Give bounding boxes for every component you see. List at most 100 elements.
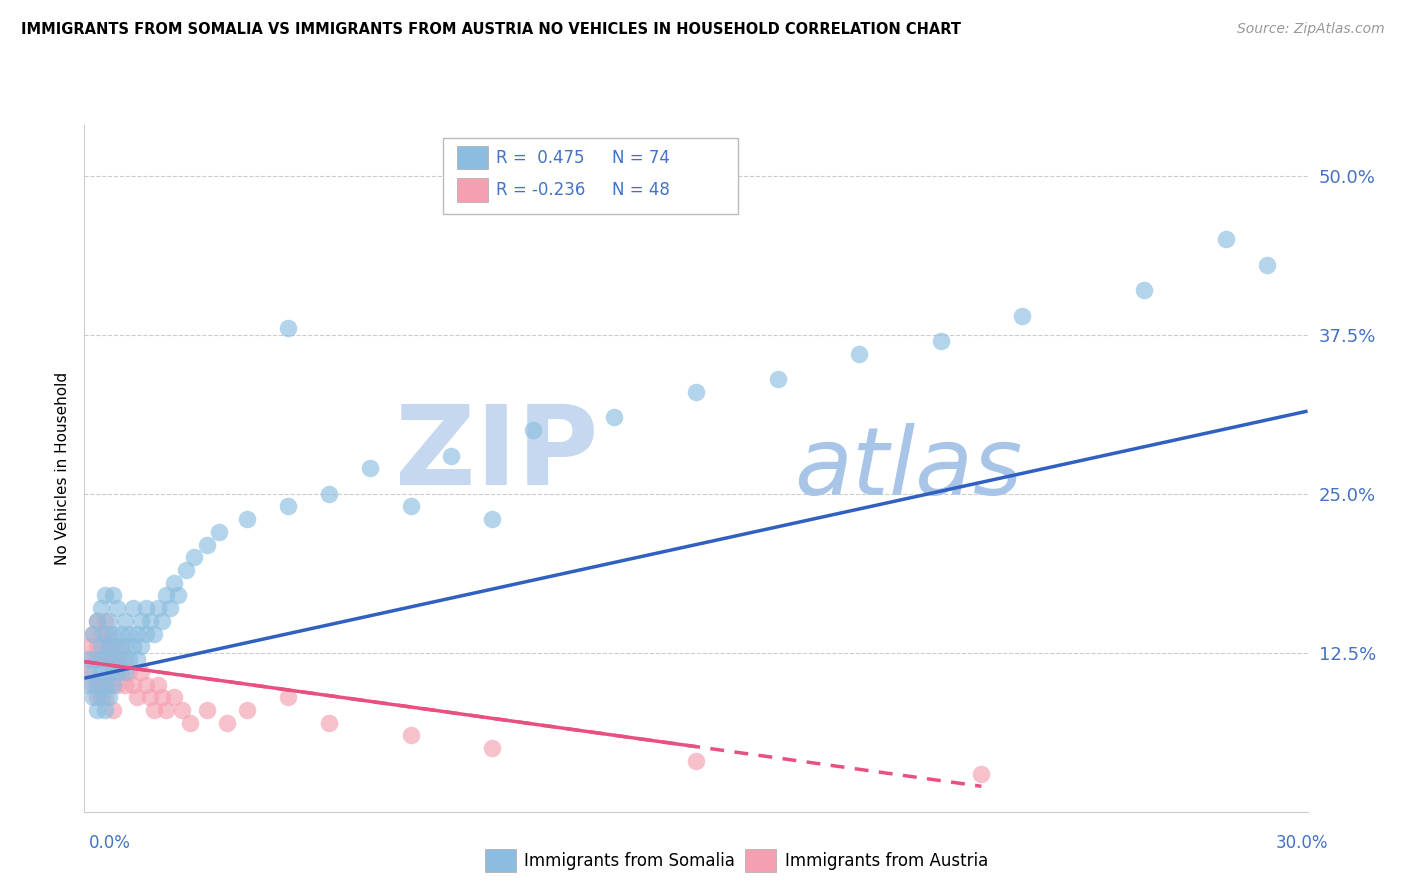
Text: 0.0%: 0.0% [89,834,131,852]
Point [236,703,259,717]
Point [86,614,108,628]
Point [146,677,169,691]
Point [105,652,128,666]
Point [86,703,108,717]
Point [110,640,132,654]
Point [131,614,153,628]
Point [970,766,993,780]
Point [93,614,115,628]
Point [481,512,503,526]
Point [277,690,299,705]
Point [155,589,177,603]
Text: atlas: atlas [794,423,1022,514]
Point [122,601,145,615]
Point [167,589,190,603]
Point [97,640,120,654]
Point [155,703,177,717]
Point [127,652,149,666]
Point [90,626,112,640]
Point [318,487,340,501]
Point [93,703,115,717]
Point [118,665,141,679]
Text: 30.0%: 30.0% [1277,834,1329,852]
Point [93,626,115,640]
Point [90,677,112,691]
Point [101,640,124,654]
Point [277,500,299,514]
Point [105,665,128,679]
Point [118,652,141,666]
Point [522,423,544,437]
Point [1256,258,1278,272]
Point [82,626,104,640]
Point [90,640,112,654]
Point [174,563,197,577]
Point [86,652,108,666]
Text: ZIP: ZIP [395,401,598,508]
Point [93,652,115,666]
Point [114,665,136,679]
Point [101,703,124,717]
Point [101,626,124,640]
Point [399,500,422,514]
Point [97,690,120,705]
Point [929,334,952,348]
Point [114,614,136,628]
Point [105,601,128,615]
Point [86,640,108,654]
Point [90,652,112,666]
Point [142,703,165,717]
Point [217,715,239,730]
Point [172,703,194,717]
Point [97,665,120,679]
Point [603,410,626,425]
Point [82,677,104,691]
Point [90,601,112,615]
Point [135,601,157,615]
Point [195,703,218,717]
Point [77,665,100,679]
Point [82,690,104,705]
Point [318,715,340,730]
Text: N = 74: N = 74 [612,149,669,167]
Point [127,626,149,640]
Point [114,677,136,691]
Point [82,652,104,666]
Point [440,449,463,463]
Point [150,614,173,628]
Point [122,640,145,654]
Point [183,550,205,565]
Point [766,372,789,386]
Point [131,640,153,654]
Text: Immigrants from Somalia: Immigrants from Somalia [524,852,735,870]
Text: IMMIGRANTS FROM SOMALIA VS IMMIGRANTS FROM AUSTRIA NO VEHICLES IN HOUSEHOLD CORR: IMMIGRANTS FROM SOMALIA VS IMMIGRANTS FR… [21,22,962,37]
Point [118,626,141,640]
Point [97,626,120,640]
Point [131,665,153,679]
Y-axis label: No Vehicles in Household: No Vehicles in Household [55,372,70,565]
Point [122,677,145,691]
Text: Source: ZipAtlas.com: Source: ZipAtlas.com [1237,22,1385,37]
Point [685,384,707,399]
Point [135,626,157,640]
Point [138,690,160,705]
Point [481,741,503,756]
Point [110,652,132,666]
Point [101,677,124,691]
Point [685,754,707,768]
Point [179,715,201,730]
Point [105,640,128,654]
Point [105,677,128,691]
Text: Immigrants from Austria: Immigrants from Austria [785,852,988,870]
Point [110,626,132,640]
Point [77,640,100,654]
Point [101,652,124,666]
Point [1011,309,1033,323]
Point [93,690,115,705]
Point [399,728,422,742]
Point [127,690,149,705]
Point [1215,232,1237,246]
Point [82,665,104,679]
Point [101,665,124,679]
Point [93,640,115,654]
